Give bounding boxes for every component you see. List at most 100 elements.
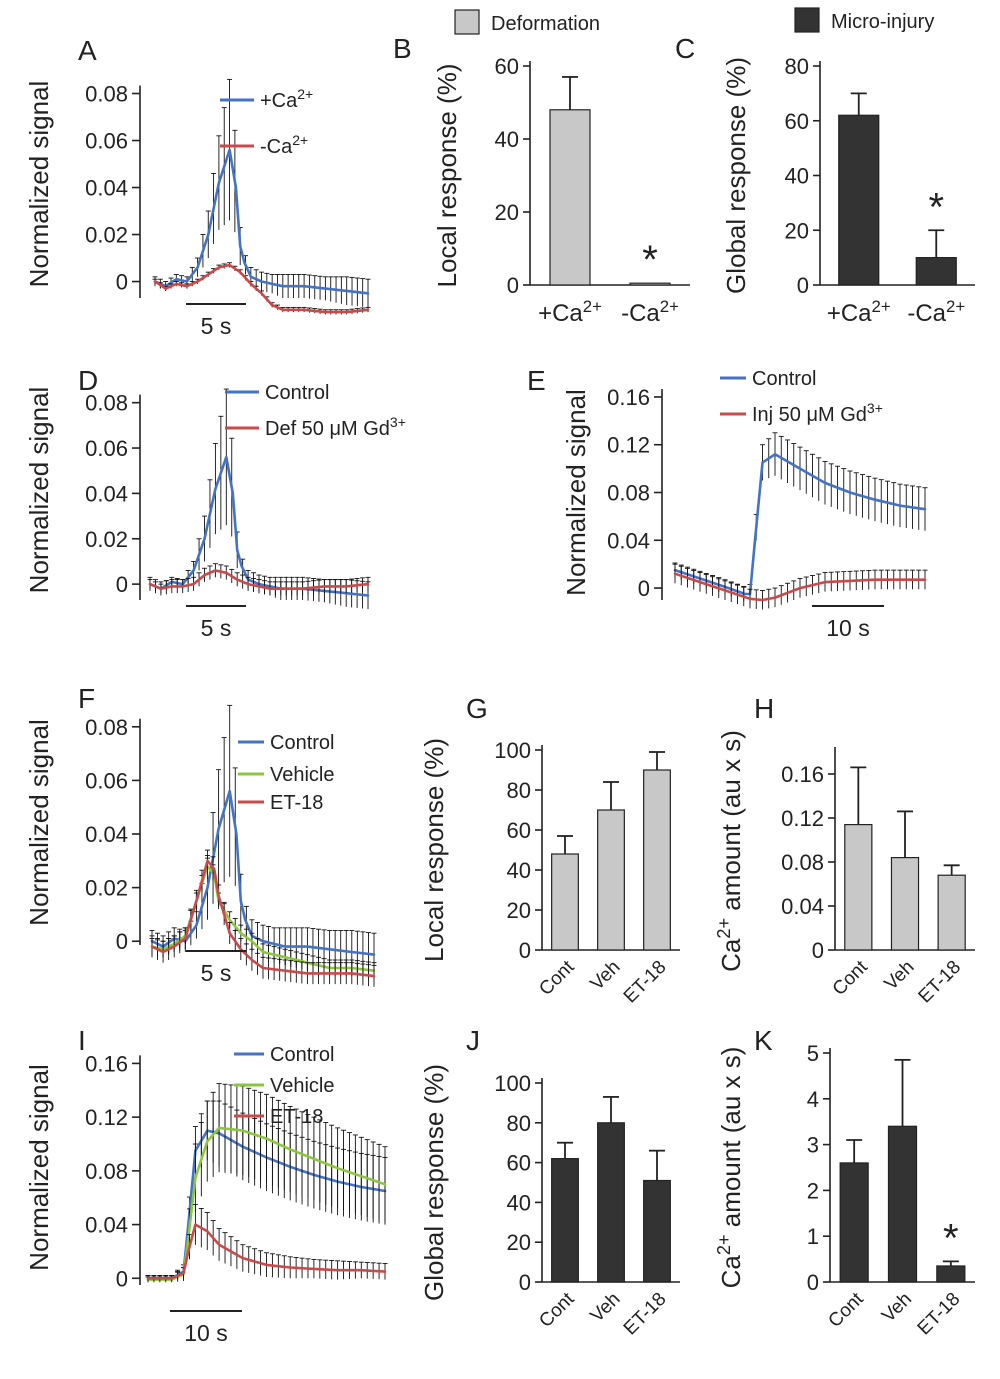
series-control: [149, 704, 377, 977]
legend-sup: 3+: [867, 400, 883, 416]
category-label: ET-18: [914, 1289, 965, 1340]
y-tick-label: 0.06: [85, 768, 128, 793]
y-axis-label: Normalized signal: [24, 387, 54, 594]
series-line: [153, 148, 370, 295]
y-tick-label: 0: [116, 929, 128, 954]
category-label: +Ca2+: [538, 297, 602, 328]
panel-letter: F: [78, 683, 95, 714]
y-axis-label: Global response (%): [419, 1064, 449, 1301]
y-tick-label: 80: [785, 54, 809, 79]
y-tick-label: 60: [495, 54, 519, 79]
y-tick-label: 0.08: [607, 481, 650, 506]
category-sup: 2+: [583, 297, 602, 316]
y-tick-label: 0: [812, 938, 824, 963]
category-label: Cont: [535, 1288, 579, 1332]
panel-a: A 0 0.02 0.04 0.06 0.08 Normalized signal 5 s +C…: [24, 35, 371, 339]
category-label: Veh: [587, 1289, 625, 1327]
series-line: [150, 864, 376, 972]
series--ca2-: [152, 78, 371, 308]
y-axis-label-sup: 2+: [714, 918, 734, 939]
legend-swatch: [454, 9, 480, 35]
series-inj-50-m-gd3-: [672, 563, 928, 610]
y-tick-label: 0.06: [85, 129, 128, 154]
y-tick-label: 0.08: [85, 391, 128, 416]
panel-letter: G: [466, 693, 488, 724]
y-tick-label: 0.08: [781, 850, 824, 875]
bar: [643, 1179, 671, 1283]
legend-sup: 2+: [297, 86, 313, 102]
y-tick-label: 0.16: [607, 385, 650, 410]
legend-label: ET-18: [270, 1106, 323, 1128]
scale-bar-label: 10 s: [184, 1320, 227, 1346]
panel-letter: D: [78, 365, 98, 396]
y-tick-label: 0.08: [85, 82, 128, 107]
panel-letter: K: [754, 1025, 773, 1056]
bar: [643, 769, 671, 951]
panel-letter: E: [527, 365, 546, 396]
panel-k: K 0 1 2 3 4 5 Ca2+ amount (au x s) Cont Veh * ET-18: [714, 1025, 975, 1339]
category-sup: 2+: [872, 297, 891, 316]
panel-f: F 0 0.02 0.04 0.06 0.08 Normalized signal 5 s Co…: [24, 683, 377, 987]
bar: [936, 1265, 966, 1283]
legend-label: Micro-injury: [831, 11, 934, 33]
bar: [915, 257, 957, 286]
panel-letter: B: [393, 33, 412, 64]
y-tick-label: 40: [507, 1190, 531, 1215]
y-tick-label: 0.16: [781, 762, 824, 787]
y-tick-label: 0: [519, 1270, 531, 1295]
panel-g: G 0 20 40 60 80 100 Local response (%) Cont VehET…: [419, 693, 680, 1007]
y-tick-label: 0.04: [781, 894, 824, 919]
scale-bar-label: 5 s: [201, 313, 232, 339]
y-tick-label: 0.04: [607, 528, 650, 553]
y-tick-label: 0: [116, 572, 128, 597]
series--ca2-: [152, 262, 371, 315]
panel-letter: C: [675, 33, 695, 64]
legend-label: Deformation: [491, 13, 600, 35]
y-tick-label: 1: [807, 1224, 819, 1249]
y-tick-label: 0.02: [85, 876, 128, 901]
panel-letter: I: [78, 1025, 86, 1056]
series-line: [150, 859, 376, 978]
y-tick-label: 0: [507, 273, 519, 298]
legend-label: Inj 50 μM Gd3+: [752, 400, 883, 426]
y-axis-label-rest: amount (au x s): [716, 730, 746, 918]
bar: [890, 856, 920, 951]
legend-label: Control: [265, 382, 329, 404]
legend-sup: 3+: [390, 414, 406, 430]
y-tick-label: 0.08: [85, 1159, 128, 1184]
y-tick-label: 0.12: [607, 433, 650, 458]
y-tick-label: 0: [116, 270, 128, 295]
y-axis-label: Normalized signal: [561, 389, 591, 596]
series-line: [673, 572, 927, 602]
y-tick-label: 3: [807, 1133, 819, 1158]
y-tick-label: 0.04: [85, 1213, 128, 1238]
y-tick-label: 0.02: [85, 527, 128, 552]
series-line: [146, 1223, 387, 1280]
bar: [549, 109, 591, 286]
y-tick-label: 0.08: [85, 715, 128, 740]
category-label: Veh: [881, 957, 919, 995]
panel-d: D 0 0.02 0.04 0.06 0.08 Normalized signal 5 s Co…: [24, 365, 406, 641]
y-tick-label: 40: [785, 164, 809, 189]
legend-label: Control: [270, 1044, 334, 1066]
y-tick-label: 20: [495, 200, 519, 225]
y-tick-label: 0.06: [85, 436, 128, 461]
y-tick-label: 4: [807, 1087, 819, 1112]
category-label: -Ca2+: [621, 297, 679, 328]
y-axis-label: Local response (%): [419, 738, 449, 962]
bar: [551, 853, 579, 951]
category-label: -Ca2+: [907, 297, 965, 328]
category-sup: 2+: [946, 297, 965, 316]
y-axis-label: Global response (%): [721, 57, 751, 294]
panel-i: I 0 0.04 0.08 0.12 0.16 Normalized signal 10 s C…: [24, 1025, 388, 1346]
bar: [839, 1162, 869, 1283]
scale-bar-label: 5 s: [201, 960, 232, 986]
legend-label: Vehicle: [270, 764, 335, 786]
y-tick-label: 100: [494, 1071, 531, 1096]
y-tick-label: 40: [507, 858, 531, 883]
significance-star: *: [642, 238, 658, 282]
y-tick-label: 0.12: [85, 1105, 128, 1130]
y-tick-label: 60: [785, 109, 809, 134]
series-line: [673, 453, 927, 596]
series-et-18: [149, 849, 377, 987]
